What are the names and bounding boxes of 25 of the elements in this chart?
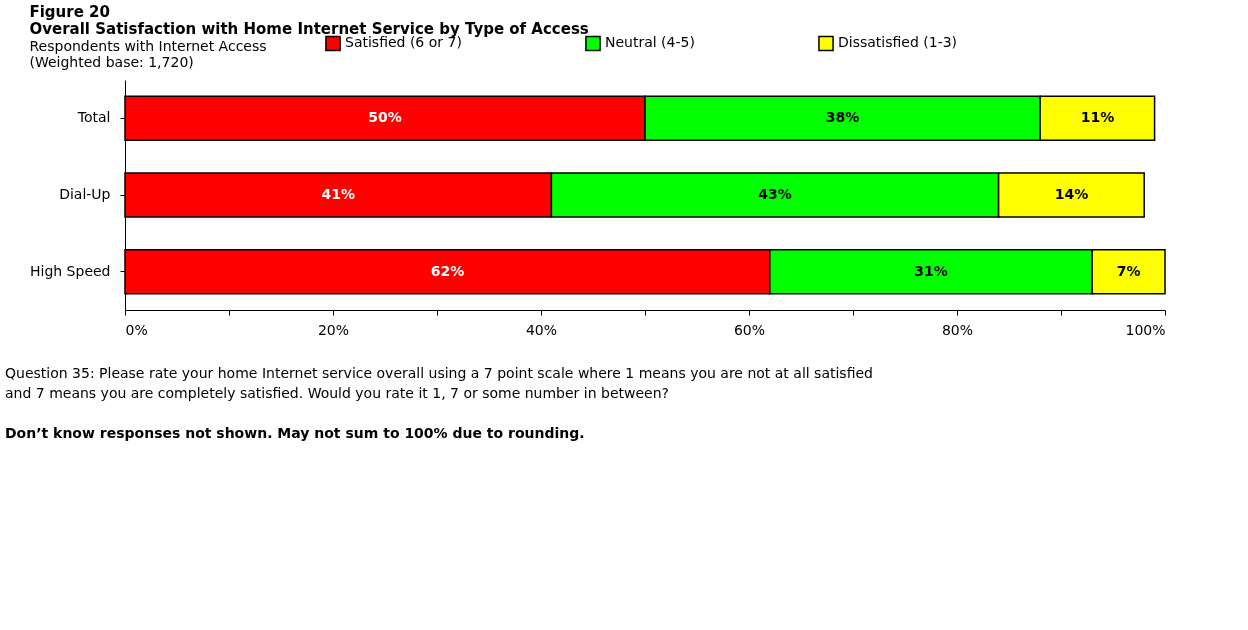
data-label: 31% [914, 262, 948, 279]
caption: Figure 20 [29, 3, 110, 21]
text: Question 35: Please rate your home Internet service overall using a 7 point scale where 1 means you are not at all satisfied and 7 means you are completely satisfied. Would you rate it 1, 7 or some number in between? [5, 365, 873, 401]
x-tick-label: 20% [317, 321, 350, 338]
data-label: 41% [321, 186, 355, 202]
x-tick-label: 0% [125, 321, 148, 338]
y-tick-label: Dial-Up [59, 186, 111, 202]
legend-label: Dissatisfied (1-3) [838, 34, 958, 51]
text: Don’t know responses not shown. May not sum to 100% due to rounding. [5, 425, 585, 441]
data-label: 62% [430, 262, 465, 279]
x-tick-label: 40% [525, 321, 558, 338]
data-label: 7% [1116, 262, 1141, 279]
data-label: 14% [1054, 186, 1089, 202]
y-tick-label: High Speed [29, 262, 111, 279]
data-label: 38% [825, 109, 860, 126]
x-tick-label: 60% [733, 321, 766, 338]
data-label: 50% [368, 109, 402, 126]
chart-subtitle: Respondents with Internet Access [29, 38, 267, 54]
legend-label: Neutral (4-5) [605, 34, 695, 51]
data-label: 43% [758, 186, 792, 202]
data-label: 11% [1080, 109, 1115, 126]
y-tick-label: Total [76, 109, 111, 126]
text: (Weighted base: 1,720) [29, 54, 194, 70]
x-tick-label: 100% [1125, 321, 1166, 338]
x-tick-label: 80% [941, 321, 974, 338]
